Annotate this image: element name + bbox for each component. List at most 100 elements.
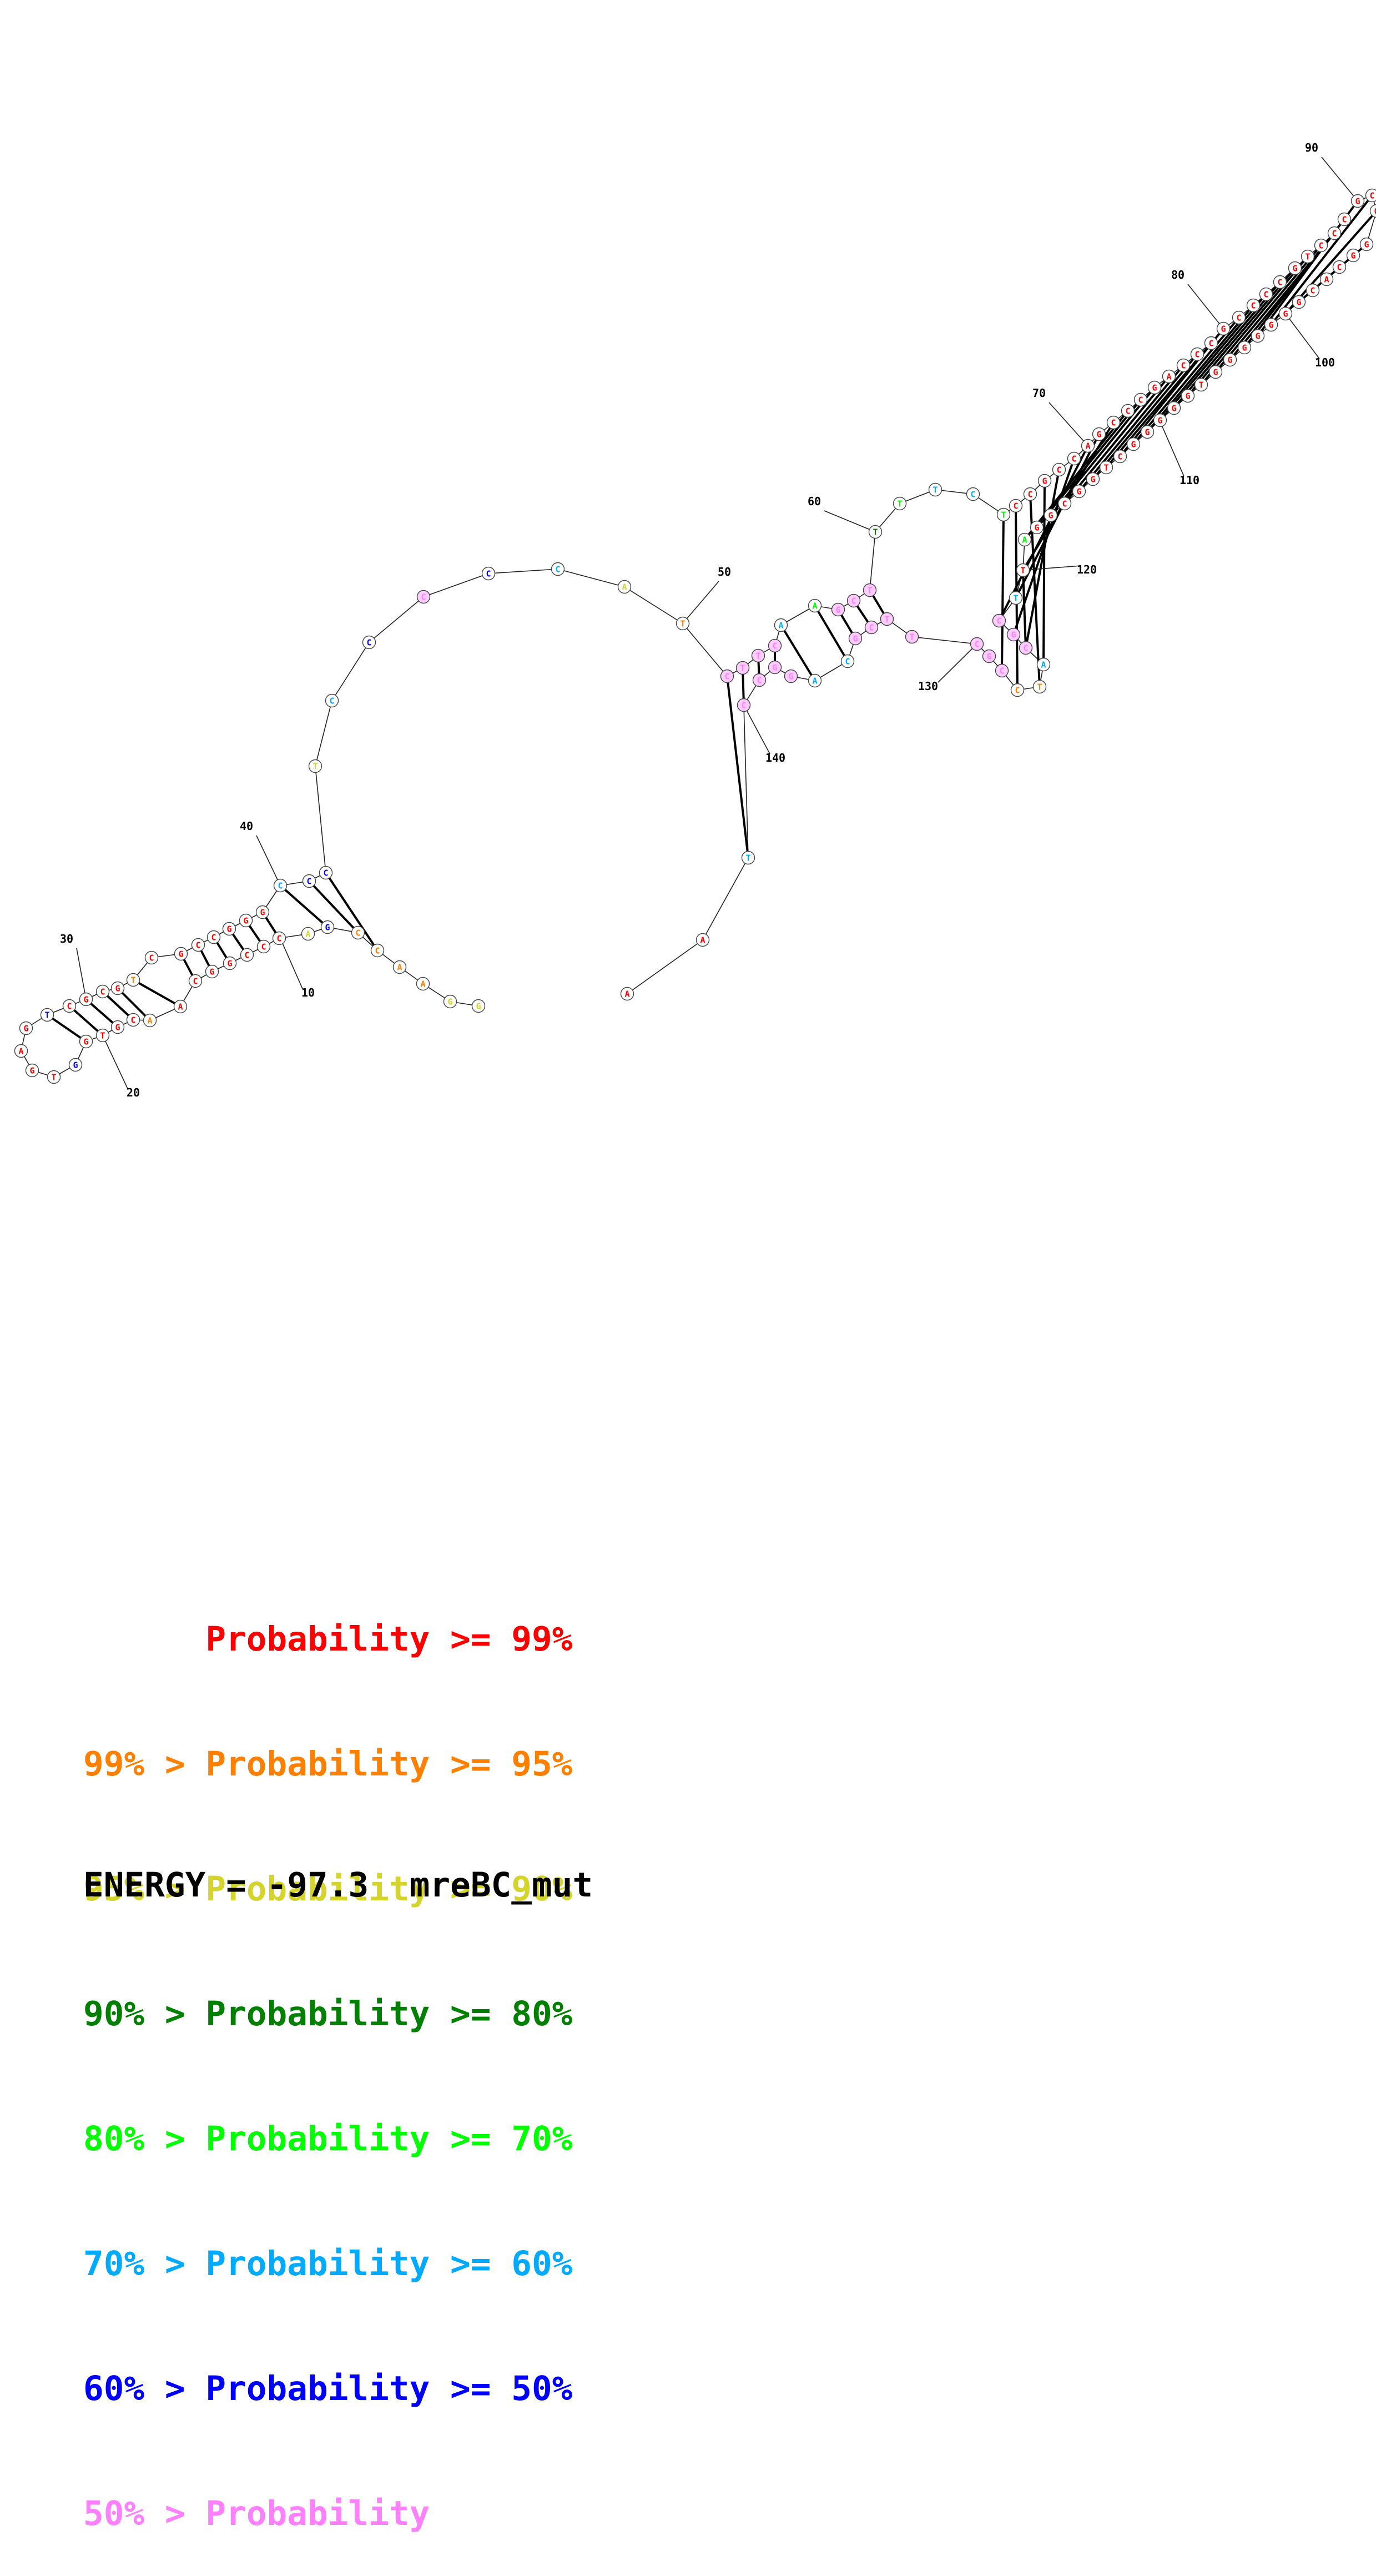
nucleotide-letter: G	[447, 997, 452, 1007]
nucleotide: T	[737, 662, 749, 675]
legend-row-2: 99% > Probability >= 95%	[83, 1743, 572, 1785]
position-label: 10	[301, 986, 315, 999]
nucleotide-letter: C	[1027, 490, 1032, 500]
nucleotide-letter: T	[313, 762, 317, 772]
nucleotide-letter: G	[227, 959, 232, 969]
nucleotide-letter: C	[1181, 361, 1186, 371]
nucleotide: C	[417, 591, 430, 603]
nucleotide: G	[1360, 238, 1373, 251]
nucleotide-letter: G	[1296, 298, 1301, 308]
nucleotide-letter: G	[1242, 343, 1247, 353]
nucleotide-letter: T	[130, 975, 135, 985]
nucleotide-letter: C	[772, 641, 777, 651]
nucleotide-letter: T	[1037, 682, 1042, 692]
nucleotide-letter: G	[1152, 383, 1157, 393]
nucleotide-letter: C	[1208, 339, 1213, 349]
nucleotide-letter: C	[1111, 418, 1116, 428]
legend-row-5-prefix: 80% >	[83, 2119, 205, 2159]
legend-row-4-prefix: 90% >	[83, 1994, 205, 2034]
nucleotide: G	[849, 632, 862, 645]
nucleotide-letter: C	[355, 928, 360, 938]
nucleotide-letter: A	[700, 935, 705, 945]
nucleotide-letter: G	[73, 1060, 78, 1070]
nucleotide: G	[1007, 628, 1020, 641]
nucleotide-letter: C	[329, 696, 334, 706]
position-label: 70	[1032, 386, 1046, 400]
nucleotide-letter: C	[486, 569, 491, 579]
nucleotide-letter: G	[986, 652, 991, 662]
base-pair	[1093, 354, 1197, 479]
nucleotide: C	[241, 949, 254, 962]
nucleotide-letter: C	[1023, 643, 1028, 653]
nucleotide: C	[1107, 416, 1120, 429]
nucleotide-letter: G	[260, 908, 265, 918]
base-pair	[1079, 365, 1183, 491]
nucleotide-letter: G	[325, 923, 330, 933]
nucleotide-letter: C	[869, 623, 874, 633]
nucleotide-letter: C	[1125, 406, 1130, 416]
nucleotide-letter: G	[1034, 523, 1039, 533]
nucleotide: G	[1209, 366, 1222, 379]
nucleotide-letter: C	[851, 596, 856, 606]
nucleotide-letter: C	[1062, 499, 1067, 509]
nucleotide: A	[15, 1045, 28, 1058]
nucleotide: C	[967, 488, 980, 501]
legend-row-8-prefix: 50% >	[83, 2494, 205, 2533]
nucleotide: C	[63, 1000, 76, 1013]
nucleotide-letter: C	[1310, 286, 1315, 296]
nucleotide: G	[321, 921, 334, 934]
nucleotide-letter: C	[1369, 191, 1374, 201]
nucleotide-letter: G	[1374, 207, 1376, 217]
nucleotide: G	[1279, 308, 1292, 320]
legend-row-6-text: Probability >= 60%	[205, 2244, 572, 2283]
nucleotide-letter: G	[772, 663, 777, 673]
backbone-segment	[315, 701, 332, 766]
nucleotide-letter: C	[278, 881, 283, 891]
nucleotide: T	[1010, 592, 1022, 605]
nucleotide-letter: T	[51, 1073, 56, 1083]
nucleotide: T	[929, 484, 942, 496]
nucleotide-letter: A	[147, 1016, 152, 1026]
nucleotide: G	[1093, 428, 1106, 441]
nucleotide: A	[302, 928, 315, 940]
position-label: 110	[1180, 474, 1199, 487]
position-label: 140	[765, 751, 785, 764]
nucleotide-letter: T	[1103, 463, 1108, 473]
nucleotide-letter: C	[421, 592, 426, 602]
nucleotide-letter: C	[996, 616, 1001, 626]
backbone-segment	[703, 858, 748, 940]
legend-row-1-text: Probability >= 99%	[205, 1619, 572, 1659]
nucleotide-letter: G	[1364, 240, 1369, 250]
nucleotide: C	[1177, 359, 1190, 372]
nucleotide: T	[309, 760, 322, 773]
position-label: 130	[918, 680, 938, 693]
nucleotide: C	[1307, 284, 1319, 297]
nucleotide-letter: T	[884, 615, 889, 625]
base-pair	[133, 980, 180, 1007]
backbone-segment	[488, 569, 558, 573]
nucleotide-letter: A	[812, 676, 817, 686]
nucleotide: G	[832, 603, 845, 616]
nucleotide-letter: G	[83, 1037, 88, 1047]
nucleotide: C	[1260, 288, 1273, 301]
nucleotide: A	[1320, 273, 1333, 286]
backbone-segment	[558, 569, 624, 587]
position-tick	[77, 948, 86, 999]
nucleotide: C	[996, 665, 1009, 677]
legend-row-5-text: Probability >= 70%	[205, 2119, 572, 2159]
nucleotide-letter: C	[970, 490, 975, 500]
nucleotide: G	[1293, 296, 1306, 309]
nucleotide-letter: G	[115, 1023, 120, 1033]
backbone-segment	[624, 587, 683, 623]
nucleotide: A	[697, 934, 709, 947]
legend-row-7-text: Probability >= 50%	[205, 2369, 572, 2408]
nucleotide-letter: T	[1013, 593, 1018, 603]
base-pair	[1133, 318, 1239, 444]
position-tick	[824, 511, 875, 532]
nucleotide: C	[273, 932, 286, 945]
nucleotide: G	[80, 1035, 93, 1048]
nucleotide: C	[1122, 405, 1135, 417]
nucleotide: G	[1039, 475, 1051, 487]
nucleotide-letter: G	[1185, 391, 1190, 401]
